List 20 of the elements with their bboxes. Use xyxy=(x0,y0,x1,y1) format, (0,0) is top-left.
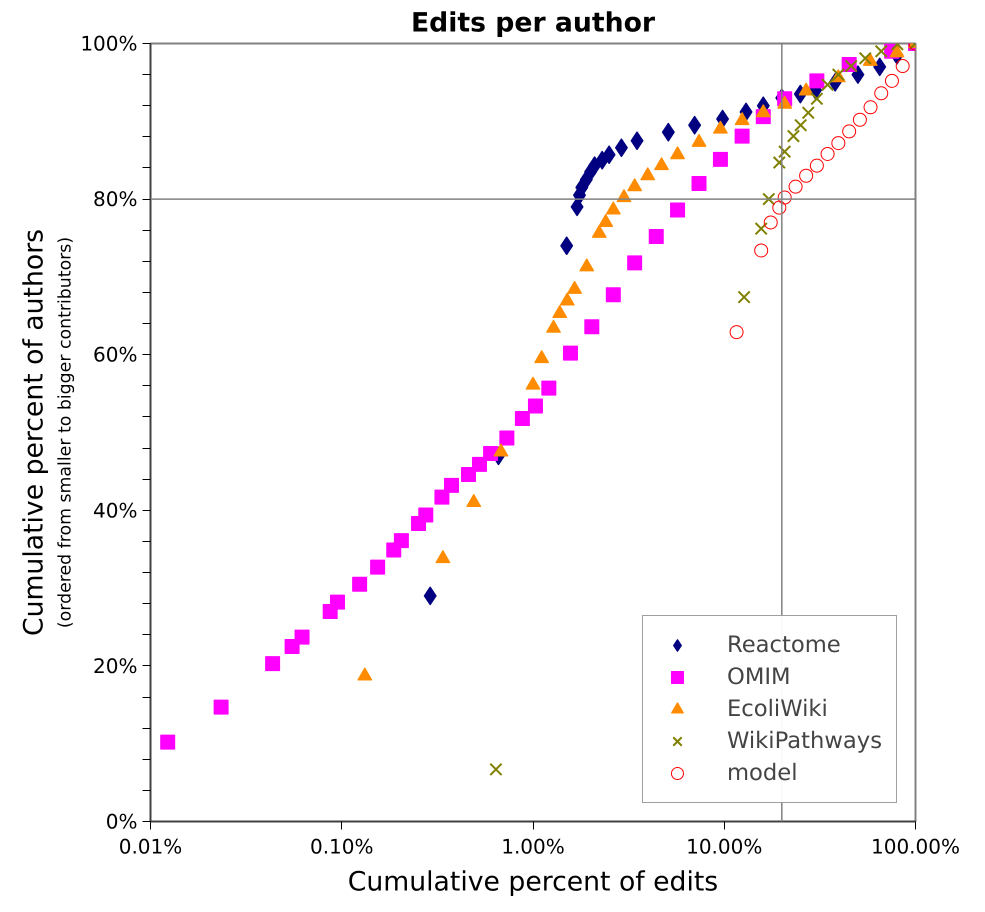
legend-label: WikiPathways xyxy=(726,728,882,754)
legend-label: Reactome xyxy=(726,632,841,658)
x-tick-label: 100.00% xyxy=(871,834,960,858)
x-tick-label: 0.01% xyxy=(118,834,182,858)
y-tick-label: 80% xyxy=(93,187,138,212)
y-tick-label: 20% xyxy=(93,654,138,678)
y-tick-label: 40% xyxy=(93,498,138,522)
legend-label: EcoliWiki xyxy=(726,696,828,722)
x-axis-title: Cumulative percent of edits xyxy=(348,866,718,898)
chart-title: Edits per author xyxy=(410,8,656,38)
y-tick-label: 100% xyxy=(80,32,138,56)
y-tick-label: 0% xyxy=(106,810,138,834)
text: (ordered from smaller to bigger contributors) xyxy=(56,236,76,628)
x-tick-label: 1.00% xyxy=(501,834,565,858)
y-axis-title: Cumulative percent of authors xyxy=(18,228,50,636)
y-tick-label: 60% xyxy=(93,342,138,367)
legend-label: OMIM xyxy=(726,664,791,690)
legend-label: model xyxy=(726,760,798,786)
x-tick-label: 10.00% xyxy=(686,834,762,858)
x-tick-label: 0.10% xyxy=(310,834,374,858)
